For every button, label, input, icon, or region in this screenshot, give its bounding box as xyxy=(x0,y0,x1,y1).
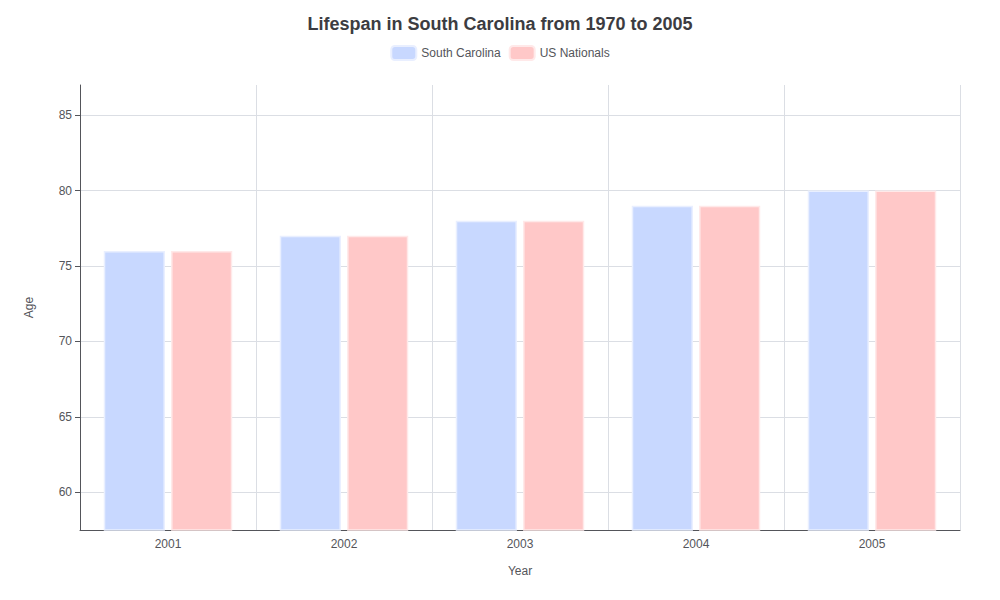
svg-text:2004: 2004 xyxy=(683,537,710,551)
svg-text:2001: 2001 xyxy=(155,537,182,551)
svg-text:US Nationals: US Nationals xyxy=(540,46,610,60)
svg-text:2003: 2003 xyxy=(507,537,534,551)
svg-text:South Carolina: South Carolina xyxy=(421,46,501,60)
svg-text:2002: 2002 xyxy=(331,537,358,551)
svg-text:Year: Year xyxy=(508,564,532,578)
svg-text:Age: Age xyxy=(22,297,36,319)
svg-text:70: 70 xyxy=(59,334,73,348)
svg-text:75: 75 xyxy=(59,259,73,273)
svg-text:85: 85 xyxy=(59,108,73,122)
svg-text:60: 60 xyxy=(59,485,73,499)
svg-text:80: 80 xyxy=(59,184,73,198)
svg-text:65: 65 xyxy=(59,410,73,424)
svg-text:2005: 2005 xyxy=(859,537,886,551)
svg-text:Lifespan in South Carolina fro: Lifespan in South Carolina from 1970 to … xyxy=(307,14,692,34)
